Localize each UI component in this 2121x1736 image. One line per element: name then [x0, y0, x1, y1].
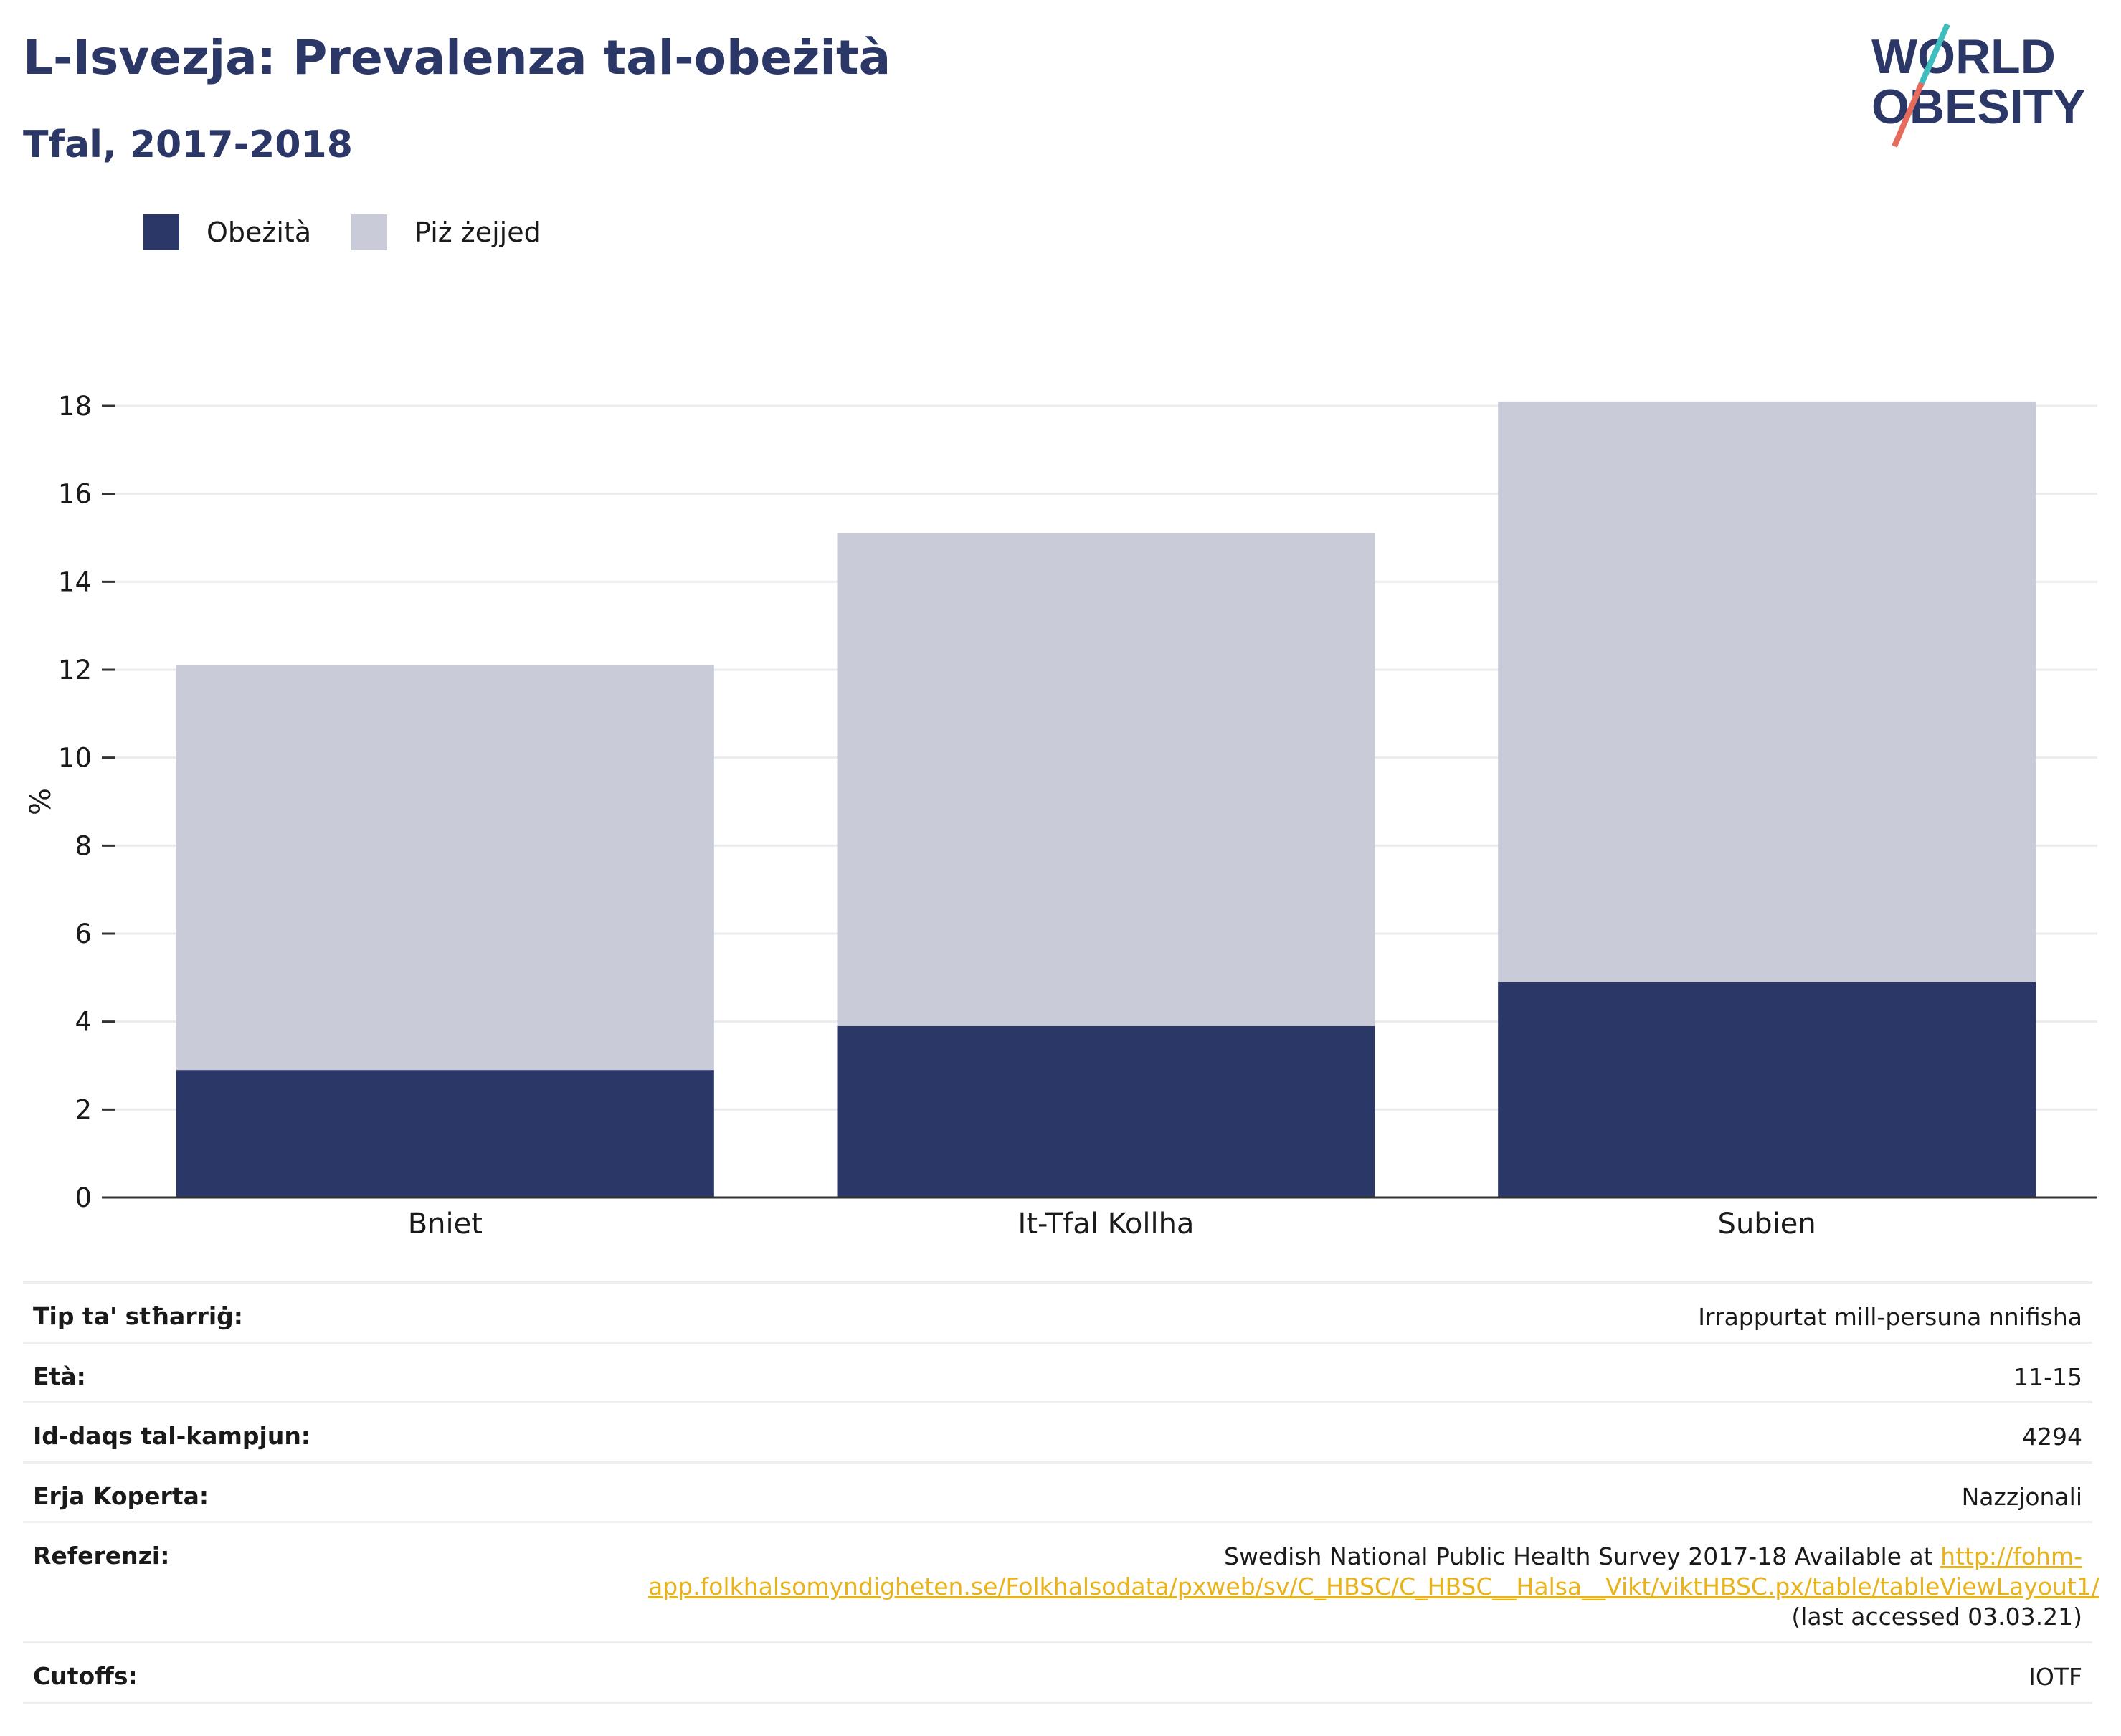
- y-tick-label: 2: [75, 1094, 92, 1125]
- logo-line1: WORLD: [1871, 29, 2056, 84]
- y-tick-label: 6: [75, 919, 92, 949]
- bar-chart: 0 2 4 6 8 10 12 14 16 18% Bniet It-Tfal Kollha Subie…: [24, 391, 2097, 1241]
- bar-obesity[interactable]: [1498, 982, 2036, 1197]
- reference-text: Swedish National Public Health Survey 20…: [1224, 1542, 1941, 1570]
- meta-key: Cutoffs:: [33, 1662, 138, 1690]
- reference-value: Swedish National Public Health Survey 20…: [648, 1542, 2099, 1632]
- chart-title: L-Isvezja: Prevalenza tal-obeżità: [23, 30, 891, 85]
- y-tick-label: 18: [58, 391, 92, 422]
- y-tick-label: 8: [75, 830, 92, 861]
- reference-accessed: (last accessed 03.03.21): [1791, 1603, 2082, 1631]
- x-tick-label: Bniet: [408, 1208, 483, 1241]
- logo-slash-top: [1919, 23, 1950, 85]
- legend-label-overweight: Piż żejjed: [414, 217, 541, 248]
- meta-value: 11-15: [2013, 1363, 2082, 1391]
- bar-overweight[interactable]: [1498, 401, 2036, 982]
- y-tick-label: 4: [75, 1007, 92, 1038]
- meta-value: 4294: [2022, 1423, 2082, 1451]
- meta-value: Nazzjonali: [1961, 1483, 2082, 1511]
- legend: Obeżità Piż żejjed: [143, 212, 582, 252]
- bar-overweight[interactable]: [176, 665, 714, 1071]
- meta-row-cutoffs: Cutoffs: IOTF: [23, 1643, 2092, 1704]
- legend-item-overweight[interactable]: Piż żejjed: [351, 214, 541, 250]
- logo-line2: OBESITY: [1871, 80, 2086, 134]
- legend-swatch-obesity: [143, 214, 179, 250]
- legend-label-obesity: Obeżità: [207, 217, 312, 248]
- x-tick-label: It-Tfal Kollha: [1018, 1208, 1195, 1241]
- y-axis-label: %: [24, 788, 57, 815]
- meta-key: Referenzi:: [33, 1542, 170, 1570]
- meta-value: Irrappurtat mill-persuna nnifisha: [1698, 1303, 2082, 1331]
- legend-item-obesity[interactable]: Obeżità: [143, 214, 311, 250]
- meta-key: Erja Koperta:: [33, 1482, 209, 1510]
- meta-row-reference: Referenzi: Swedish National Public Healt…: [23, 1523, 2099, 1643]
- meta-key: Id-daqs tal-kampjun:: [33, 1422, 311, 1450]
- meta-key: Tip ta' stħarriġ:: [33, 1302, 244, 1330]
- bar-obesity[interactable]: [837, 1025, 1375, 1197]
- metadata-table: Tip ta' stħarriġ: Irrappurtat mill-persu…: [23, 1281, 2099, 1704]
- y-tick-label: 14: [58, 566, 92, 597]
- bar-obesity[interactable]: [176, 1070, 714, 1197]
- meta-row-sample-size: Id-daqs tal-kampjun: 4294: [23, 1403, 2092, 1464]
- x-tick-label: Subien: [1718, 1208, 1816, 1241]
- meta-row-survey-type: Tip ta' stħarriġ: Irrappurtat mill-persu…: [23, 1284, 2092, 1344]
- world-obesity-logo: WORLD OBESITY: [1871, 23, 2086, 148]
- y-tick-label: 0: [75, 1182, 92, 1213]
- y-tick-label: 10: [58, 743, 92, 774]
- y-tick-label: 16: [58, 479, 92, 510]
- meta-row-age: Età: 11-15: [23, 1344, 2092, 1403]
- chart-subtitle: Tfal, 2017-2018: [23, 123, 353, 166]
- reference-link[interactable]: http://fohm-app.folkhalsomyndigheten.se/…: [648, 1542, 2099, 1600]
- meta-key: Età:: [33, 1362, 86, 1390]
- meta-row-area-covered: Erja Koperta: Nazzjonali: [23, 1464, 2092, 1523]
- meta-value: IOTF: [2029, 1663, 2082, 1691]
- logo-slash-bottom: [1892, 82, 1925, 148]
- legend-swatch-overweight: [351, 214, 388, 250]
- y-tick-label: 12: [58, 655, 92, 686]
- bar-overweight[interactable]: [837, 533, 1375, 1026]
